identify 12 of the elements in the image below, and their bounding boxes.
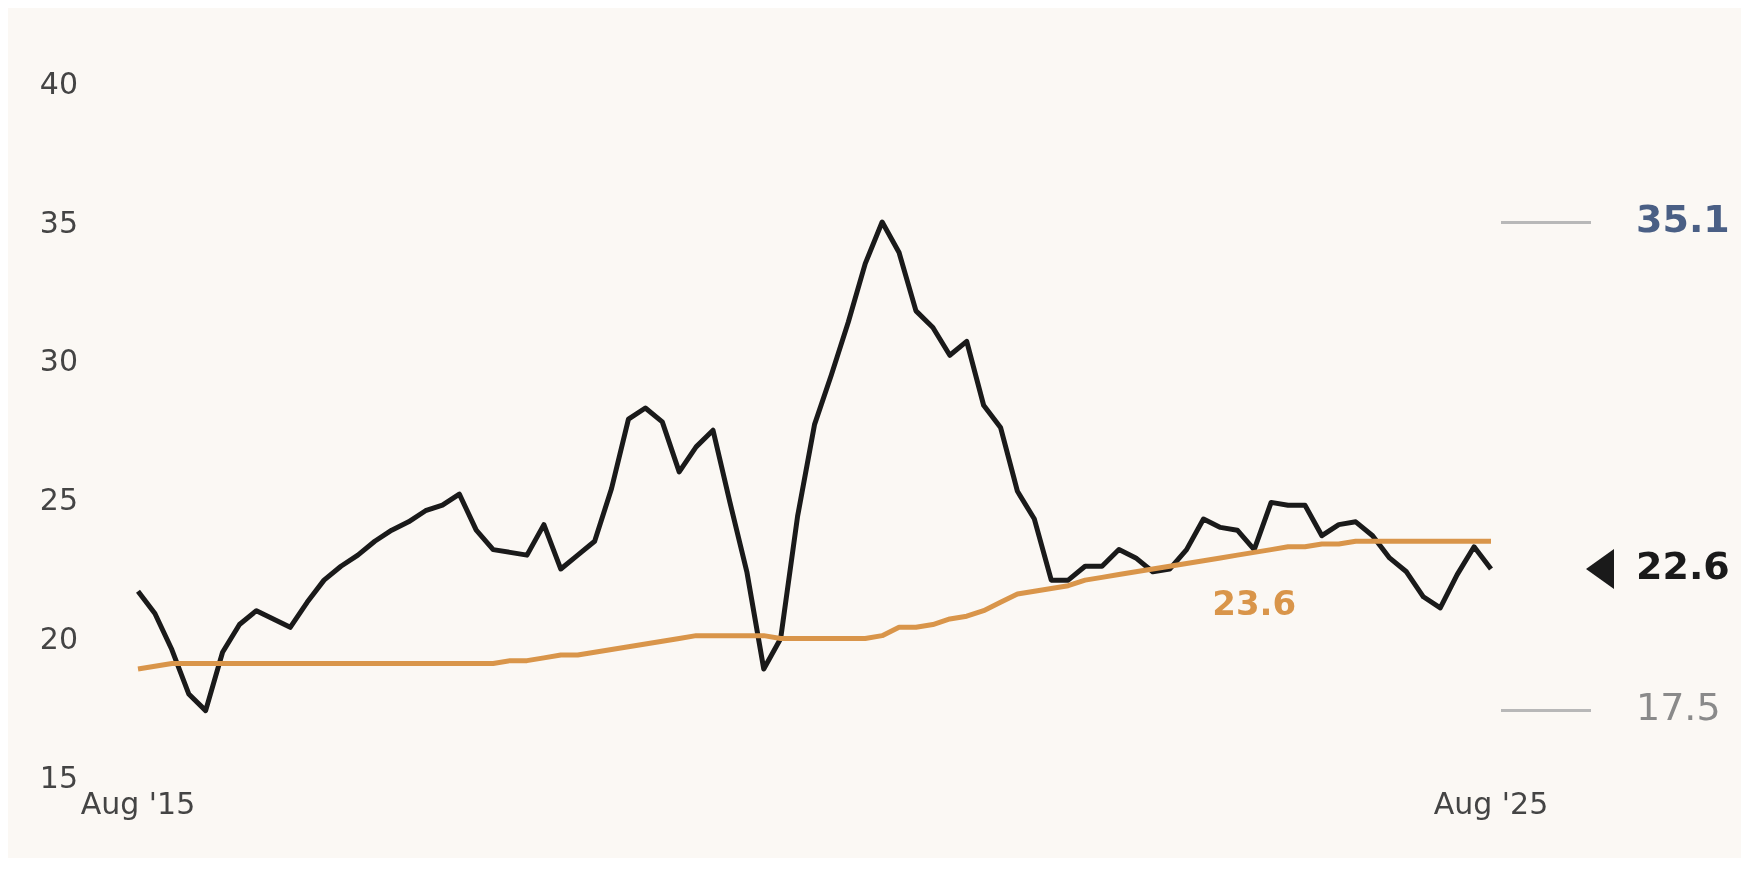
y-tick-label: 30 [39, 343, 78, 379]
y-tick-label: 20 [39, 621, 78, 656]
y-tick-label: 15 [39, 759, 78, 795]
text: 17.5 [1636, 685, 1721, 730]
y-tick-label: 25 [39, 482, 78, 518]
text: 22.6 [1636, 543, 1730, 588]
y-tick-label: 35 [39, 204, 78, 240]
x-tick-label: Aug '15 [80, 785, 196, 821]
text: 35.1 [1636, 196, 1730, 241]
x-tick-label: Aug '25 [1433, 785, 1549, 821]
annotation: 23.6 [1212, 583, 1297, 624]
y-tick-label: 40 [39, 65, 78, 101]
